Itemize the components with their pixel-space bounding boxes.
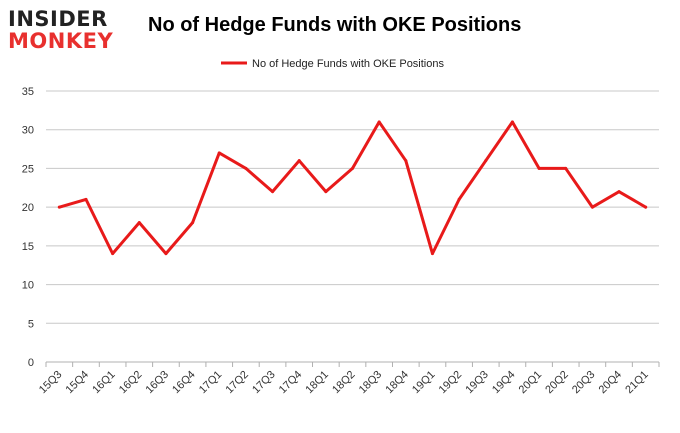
x-tick-label-19Q3: 19Q3 <box>463 369 491 397</box>
insider-monkey-logo: INSIDER MONKEY <box>8 8 128 56</box>
y-tick-label-30: 30 <box>22 125 34 137</box>
x-tick-label-17Q2: 17Q2 <box>223 369 251 397</box>
y-tick-label-35: 35 <box>22 86 34 98</box>
data-point-20Q4 <box>617 190 621 194</box>
chart-title: No of Hedge Funds with OKE Positions <box>140 14 670 37</box>
chart-title-text: No of Hedge Funds with OKE Positions <box>148 14 522 36</box>
data-point-19Q1 <box>430 252 434 256</box>
data-point-21Q1 <box>644 205 648 209</box>
x-tick-label-18Q4: 18Q4 <box>383 369 411 397</box>
y-tick-label-10: 10 <box>22 280 34 292</box>
y-tick-label-15: 15 <box>22 241 34 253</box>
y-tick-label-20: 20 <box>22 202 34 214</box>
y-tick-label-25: 25 <box>22 163 34 175</box>
data-point-17Q2 <box>244 166 248 170</box>
data-point-17Q3 <box>271 190 275 194</box>
y-tick-label-0: 0 <box>28 357 34 369</box>
x-tick-label-20Q3: 20Q3 <box>570 369 598 397</box>
data-point-15Q3 <box>57 205 61 209</box>
x-tick-label-18Q3: 18Q3 <box>357 369 385 397</box>
x-tick-label-17Q3: 17Q3 <box>250 369 278 397</box>
data-point-17Q4 <box>297 159 301 163</box>
data-point-20Q3 <box>590 205 594 209</box>
data-point-19Q3 <box>484 159 488 163</box>
x-tick-label-18Q2: 18Q2 <box>330 369 358 397</box>
data-point-15Q4 <box>84 197 88 201</box>
x-tick-label-19Q2: 19Q2 <box>437 369 465 397</box>
x-tick-label-20Q4: 20Q4 <box>597 369 625 397</box>
x-tick-label-15Q4: 15Q4 <box>64 369 92 397</box>
data-point-19Q4 <box>510 120 514 124</box>
x-tick-label-16Q1: 16Q1 <box>90 369 118 397</box>
x-tick-label-16Q3: 16Q3 <box>144 369 172 397</box>
data-point-20Q1 <box>537 166 541 170</box>
data-point-18Q4 <box>404 159 408 163</box>
data-point-16Q2 <box>137 221 141 225</box>
x-tick-label-18Q1: 18Q1 <box>303 369 331 397</box>
x-tick-label-17Q4: 17Q4 <box>277 369 305 397</box>
x-tick-label-19Q4: 19Q4 <box>490 369 518 397</box>
data-point-16Q1 <box>111 252 115 256</box>
data-point-16Q3 <box>164 252 168 256</box>
data-point-18Q2 <box>351 166 354 170</box>
x-tick-label-17Q1: 17Q1 <box>197 369 225 397</box>
data-point-19Q2 <box>457 197 461 201</box>
y-tick-label-5: 5 <box>28 318 34 330</box>
data-point-18Q1 <box>324 190 328 194</box>
data-point-16Q4 <box>191 221 195 225</box>
logo-text-bottom: MONKEY <box>8 29 114 53</box>
data-point-17Q1 <box>217 151 221 155</box>
x-tick-label-15Q3: 15Q3 <box>37 369 65 397</box>
x-tick-label-20Q1: 20Q1 <box>517 369 545 397</box>
x-tick-label-21Q1: 21Q1 <box>623 369 651 397</box>
x-tick-label-19Q1: 19Q1 <box>410 369 438 397</box>
data-point-18Q3 <box>377 120 381 124</box>
x-tick-label-20Q2: 20Q2 <box>543 369 571 397</box>
logo-text-top: INSIDER <box>8 7 108 31</box>
legend-label: No of Hedge Funds with OKE Positions <box>252 58 444 70</box>
x-tick-label-16Q4: 16Q4 <box>170 369 198 397</box>
x-tick-label-16Q2: 16Q2 <box>117 369 145 397</box>
data-point-20Q2 <box>564 166 568 170</box>
series-line-0 <box>57 120 648 256</box>
